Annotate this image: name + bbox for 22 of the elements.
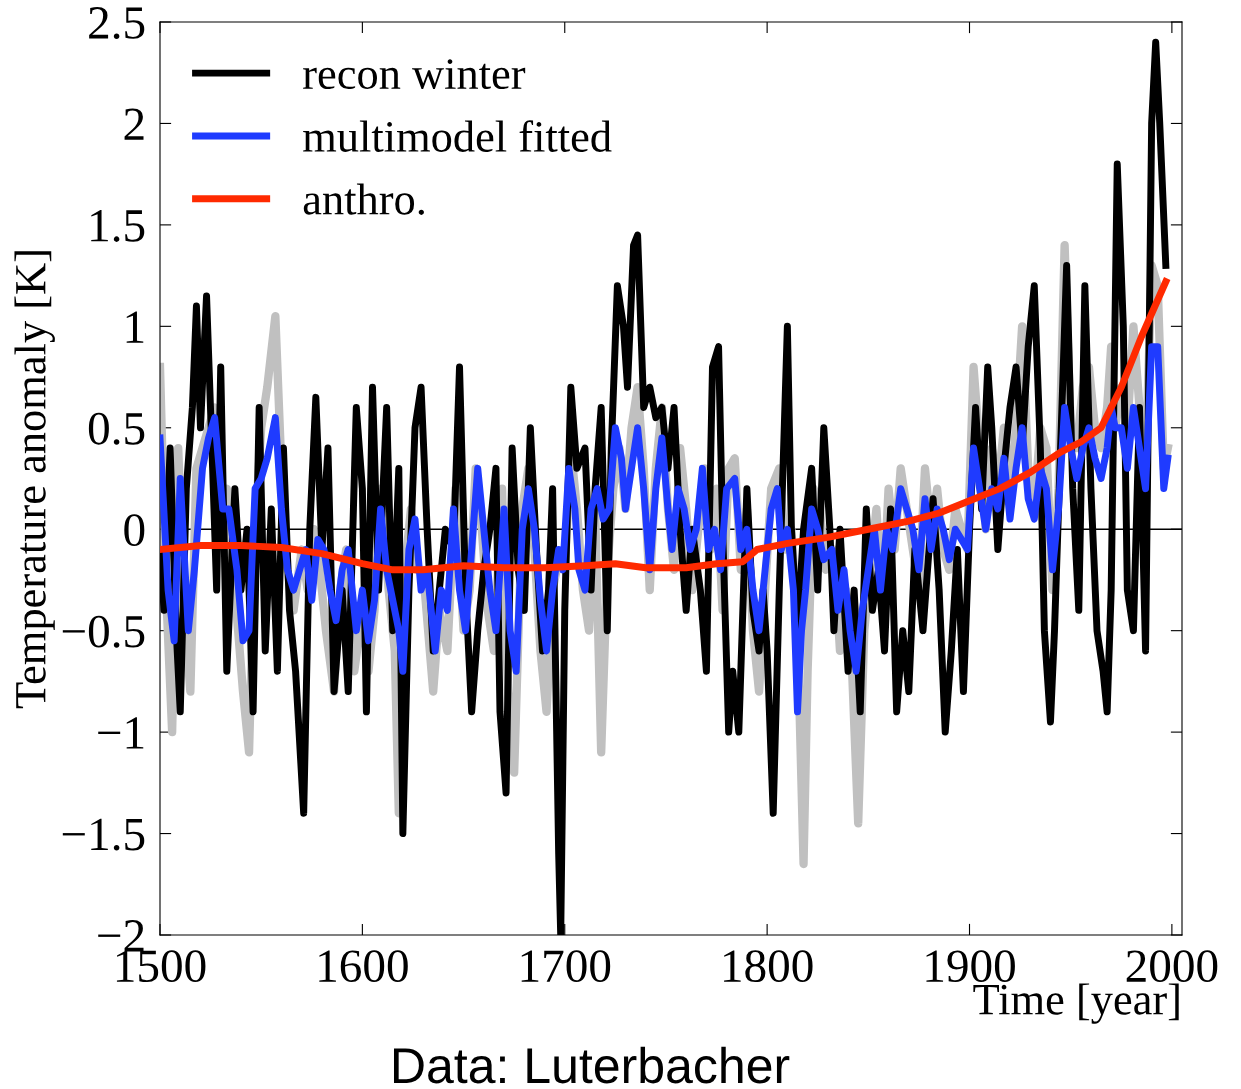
y-tick-label: −1.5 [62,818,145,851]
x-tick-label: 1900 [926,950,1015,983]
x-tick-label: 1700 [521,950,611,983]
text: Data: Luterbacher [394,1046,790,1084]
y-tick-label: −2 [98,920,144,952]
x-tick-label: 1800 [724,950,813,983]
legend-label: recon winter [303,59,526,90]
y-tick-label: −1 [98,717,144,749]
y-tick-label: 0.5 [88,412,145,445]
x-axis-title: Time [year] [973,983,1179,1024]
legend-label: anthro. [303,183,424,215]
y-tick-label: 2 [124,108,144,140]
y-tick-label: 0 [124,514,145,547]
y-tick-label: 1.5 [91,210,145,242]
x-tick-label: 1500 [116,950,206,983]
x-tick-label: 1600 [319,950,408,983]
y-axis-title: Temperature anomaly [K] [14,251,55,709]
y-tick-label: −0.5 [62,615,145,648]
y-tick-label: 1 [126,311,144,343]
y-tick-label: 2.5 [89,7,145,40]
x-tick-label: 2000 [1126,950,1218,983]
legend-label: multimodel fitted [303,120,612,152]
